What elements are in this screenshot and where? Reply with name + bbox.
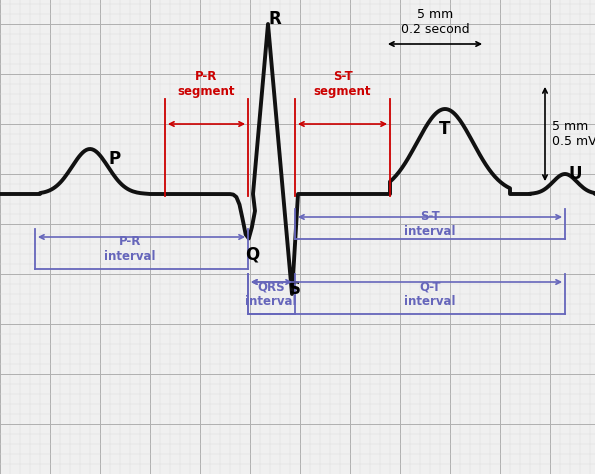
Text: Q: Q <box>245 245 259 263</box>
Text: P-R
interval: P-R interval <box>104 235 156 263</box>
Text: S-T
interval: S-T interval <box>404 210 456 238</box>
Text: S: S <box>289 280 301 298</box>
Text: QRS
interval: QRS interval <box>245 280 297 308</box>
Text: Q-T
interval: Q-T interval <box>404 280 456 308</box>
Text: S-T
segment: S-T segment <box>314 70 371 98</box>
Text: 5 mm
0.2 second: 5 mm 0.2 second <box>400 8 469 36</box>
Text: T: T <box>439 120 450 138</box>
Text: P: P <box>109 150 121 168</box>
Text: P-R
segment: P-R segment <box>178 70 235 98</box>
Text: R: R <box>268 10 281 28</box>
Text: U: U <box>568 165 582 183</box>
Text: 5 mm
0.5 mV: 5 mm 0.5 mV <box>552 120 595 148</box>
